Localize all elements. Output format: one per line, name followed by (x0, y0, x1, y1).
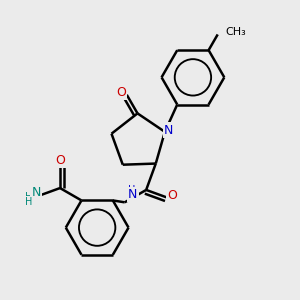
Text: H: H (128, 185, 136, 195)
Text: H: H (25, 197, 32, 207)
Text: O: O (167, 189, 177, 202)
Text: N: N (164, 124, 173, 137)
Text: O: O (56, 154, 66, 167)
Text: CH₃: CH₃ (225, 27, 246, 37)
Text: N: N (32, 186, 41, 199)
Text: N: N (128, 188, 137, 201)
Text: H: H (25, 192, 32, 202)
Text: O: O (116, 86, 126, 99)
